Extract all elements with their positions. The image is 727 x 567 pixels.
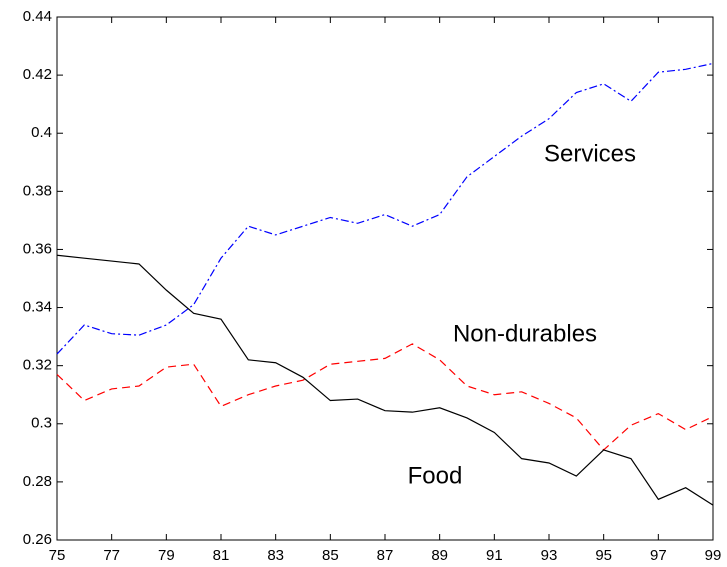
- series-line: [56, 62, 714, 355]
- x-tick-label: 89: [431, 547, 448, 564]
- x-tick-label: 77: [103, 547, 120, 564]
- y-tick-label: 0.38: [23, 182, 52, 199]
- x-tick-label: 79: [158, 547, 175, 564]
- series-label: Food: [408, 462, 463, 489]
- y-tick-label: 0.42: [23, 66, 52, 83]
- x-tick-label: 75: [49, 547, 66, 564]
- y-tick-label: 0.34: [23, 299, 52, 316]
- series-line: [56, 343, 714, 451]
- x-tick-label: 87: [377, 547, 394, 564]
- x-tick-label: 81: [213, 547, 230, 564]
- y-tick-label: 0.26: [23, 531, 52, 548]
- x-tick-label: 97: [650, 547, 667, 564]
- series-label: Non-durables: [453, 320, 597, 347]
- series-line: [56, 254, 714, 506]
- y-tick-label: 0.44: [23, 8, 52, 25]
- x-tick-label: 95: [595, 547, 612, 564]
- x-tick-label: 93: [541, 547, 558, 564]
- x-tick-label: 83: [267, 547, 284, 564]
- x-tick-label: 91: [486, 547, 503, 564]
- y-tick-label: 0.28: [23, 473, 52, 490]
- y-tick-label: 0.3: [31, 415, 52, 432]
- y-tick-label: 0.36: [23, 240, 52, 257]
- plot-frame: [56, 16, 714, 541]
- y-tick-label: 0.4: [31, 124, 52, 141]
- series-label: Services: [544, 140, 636, 167]
- x-tick-label: 85: [322, 547, 339, 564]
- y-tick-label: 0.32: [23, 357, 52, 374]
- x-tick-label: 99: [705, 547, 722, 564]
